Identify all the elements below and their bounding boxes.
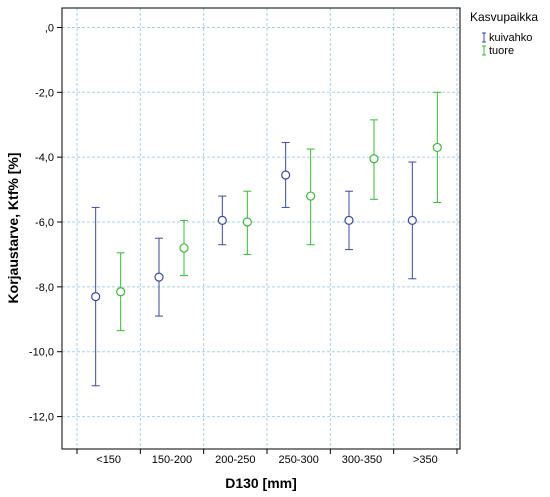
- series-kuivahko: [91, 142, 417, 387]
- x-tick-label: 300-350: [342, 454, 382, 466]
- y-tick-label: -8,0: [35, 282, 54, 294]
- y-axis-title: Korjaustarve, Ktf% [%]: [5, 153, 21, 304]
- mean-point-kuivahko: [217, 215, 227, 225]
- x-tick-label: <150: [96, 454, 121, 466]
- legend-label: tuore: [489, 45, 514, 57]
- mean-point-tuore: [179, 243, 189, 253]
- mean-point-tuore: [432, 142, 442, 153]
- y-tick-label: -4,0: [35, 152, 54, 164]
- legend-title: Kasvupaikka: [470, 10, 538, 24]
- x-tick-label: 250-300: [278, 454, 318, 466]
- y-tick-label: -10,0: [29, 347, 54, 359]
- grid-lines: [62, 8, 460, 449]
- y-axis: ,0 -2,0 -4,0 -6,0 -8,0 -10,0 -12,0: [29, 22, 62, 424]
- mean-point-kuivahko: [281, 170, 291, 180]
- x-tick-label: 200-250: [215, 454, 255, 466]
- y-tick-label: -2,0: [35, 87, 54, 99]
- legend-item-tuore: tuore: [482, 45, 514, 57]
- mean-point-kuivahko: [344, 215, 354, 225]
- y-tick-label: -6,0: [35, 217, 54, 229]
- x-axis-title: D130 [mm]: [225, 475, 297, 491]
- y-tick-label: -12,0: [29, 412, 54, 424]
- legend-item-kuivahko: kuivahko: [482, 32, 532, 44]
- x-tick-label: >350: [413, 454, 438, 466]
- mean-point-kuivahko: [407, 215, 417, 225]
- mean-point-tuore: [242, 217, 252, 227]
- y-tick-label: ,0: [45, 22, 54, 34]
- mean-point-tuore: [369, 154, 379, 164]
- mean-point-tuore: [116, 287, 126, 297]
- mean-point-kuivahko: [91, 291, 101, 302]
- mean-point-tuore: [306, 191, 316, 201]
- series-layer: [91, 91, 442, 387]
- legend-label: kuivahko: [489, 32, 532, 44]
- plot-area-frame: [61, 7, 461, 450]
- series-tuore: [116, 91, 442, 332]
- x-tick-label: 150-200: [152, 454, 192, 466]
- mean-point-kuivahko: [154, 272, 164, 282]
- x-axis: <150 150-200 200-250 250-300 300-350 >350: [76, 449, 458, 466]
